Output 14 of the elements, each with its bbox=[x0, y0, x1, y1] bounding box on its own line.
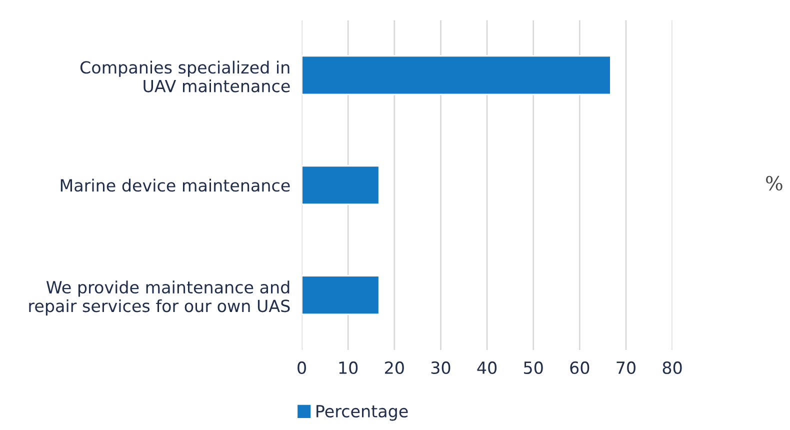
x-tick-label: 60 bbox=[570, 361, 590, 374]
x-tick-label: 40 bbox=[477, 361, 497, 374]
x-tick-label: 70 bbox=[616, 361, 636, 374]
y-tick-label: Companies specialized in UAV maintenance bbox=[80, 60, 290, 92]
x-tick-label: 80 bbox=[662, 361, 682, 374]
x-tick-label: 30 bbox=[431, 361, 450, 374]
legend-label: Percentage bbox=[316, 405, 408, 421]
y-tick-label: We provide maintenance and repair services for our own UAS bbox=[29, 280, 290, 316]
text: % bbox=[766, 176, 782, 191]
x-tick-label: 20 bbox=[385, 361, 404, 374]
x-tick-label: 10 bbox=[339, 361, 358, 374]
y-tick-label: Marine device maintenance bbox=[60, 178, 290, 192]
x-tick-label: 50 bbox=[524, 361, 543, 374]
x-tick-label: 0 bbox=[298, 361, 306, 374]
